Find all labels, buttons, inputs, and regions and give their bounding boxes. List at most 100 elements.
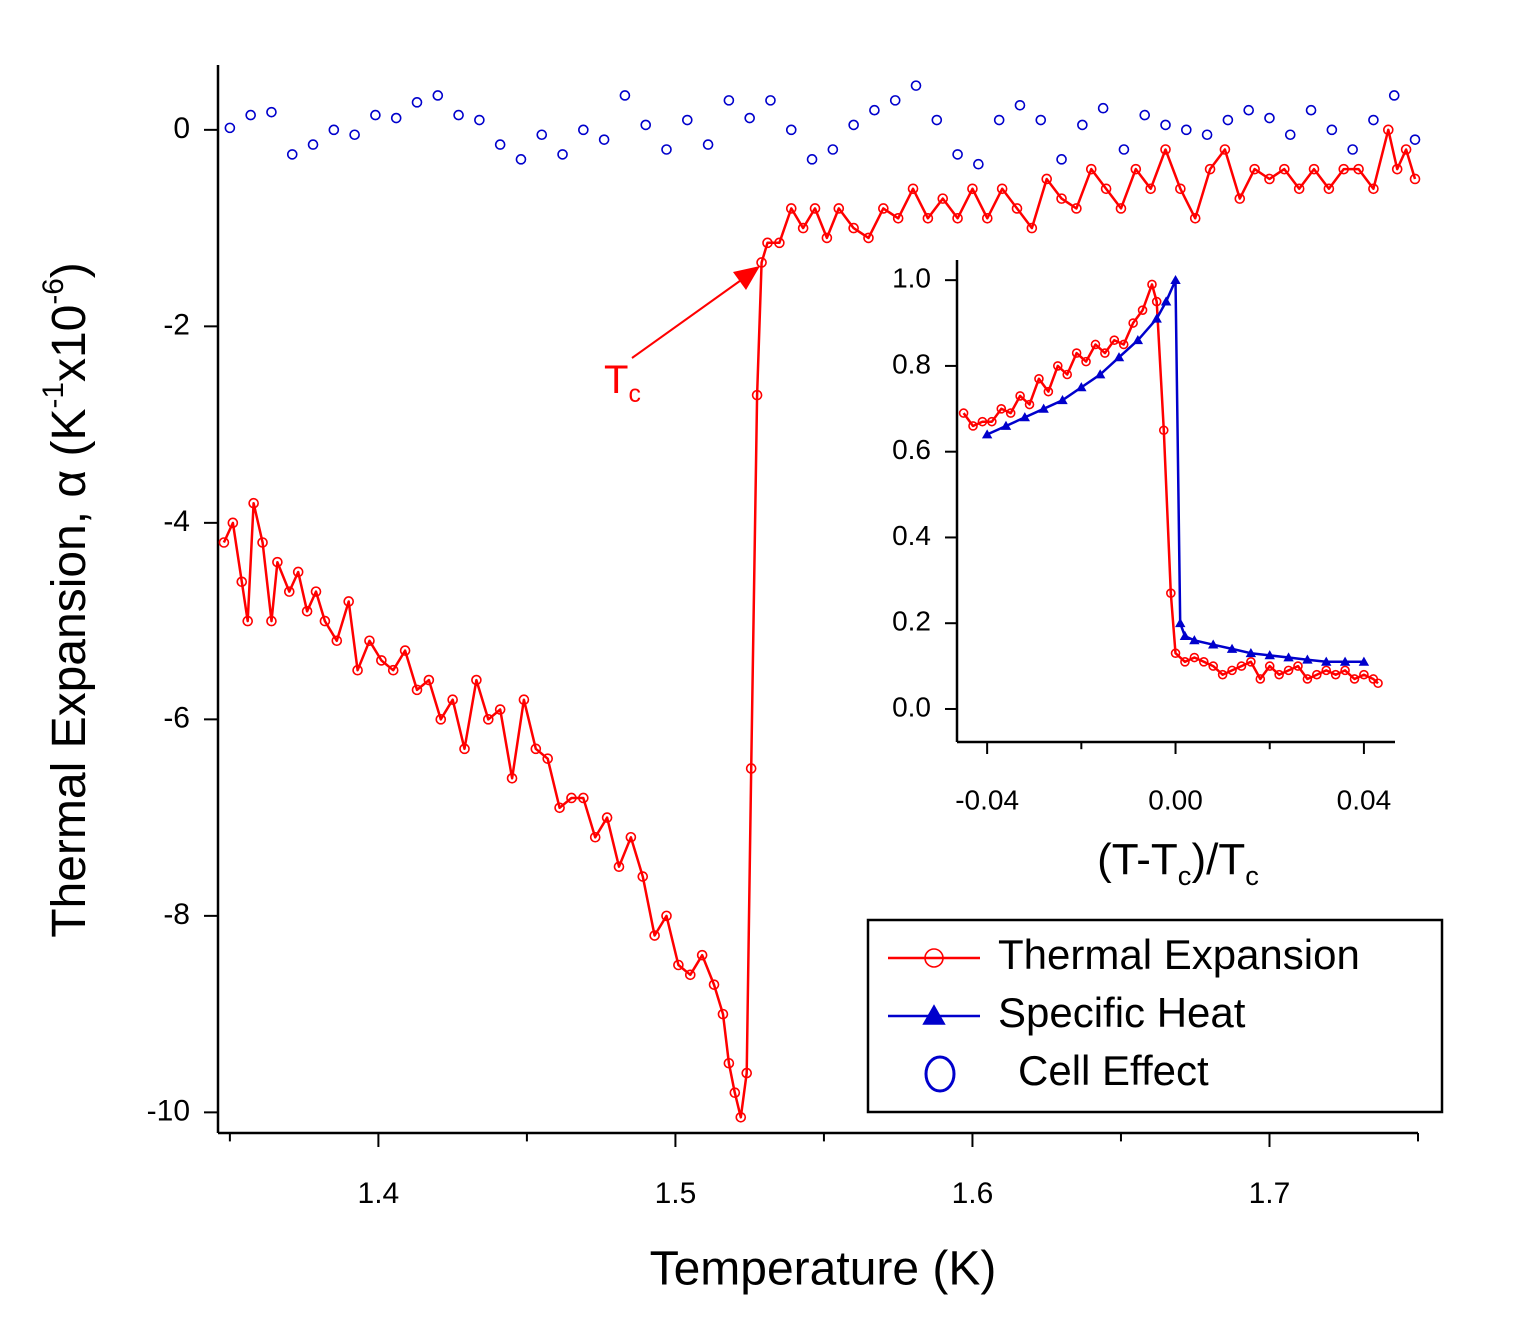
circle-marker	[1201, 129, 1213, 141]
triangle-marker	[1160, 296, 1172, 306]
circle-marker	[889, 95, 901, 106]
circle-marker	[1217, 669, 1228, 680]
circle-marker	[245, 109, 256, 121]
circle-marker	[696, 949, 708, 961]
circle-marker	[1056, 193, 1067, 204]
circle-marker	[1249, 163, 1260, 175]
circle-marker	[1330, 669, 1341, 680]
y-axis-title: Thermal Expansion, α (K-1x10-6)	[37, 262, 95, 938]
circle-marker	[968, 421, 978, 431]
circle-marker	[967, 183, 978, 195]
circle-marker	[637, 871, 649, 882]
circle-marker	[1026, 222, 1038, 234]
circle-marker	[459, 743, 470, 755]
circle-marker	[1340, 665, 1350, 676]
y-axis-title-part: Thermal Expansion, α (K	[43, 408, 96, 937]
triangle-marker	[1339, 656, 1351, 666]
circle-marker	[625, 831, 637, 843]
x-tick-label: 1.6	[952, 1177, 994, 1210]
circle-marker	[1024, 399, 1035, 410]
triangle-marker	[1245, 648, 1257, 658]
circle-marker	[227, 517, 239, 529]
circle-marker	[1283, 665, 1294, 676]
circle-marker	[640, 119, 652, 131]
circle-marker	[765, 95, 776, 106]
circle-marker	[723, 95, 735, 106]
x-tick-label: -0.04	[955, 784, 1019, 815]
circle-marker	[423, 674, 435, 686]
circle-marker	[756, 257, 767, 268]
circle-marker	[1189, 652, 1200, 663]
triangle-marker	[1321, 656, 1332, 666]
circle-marker	[1284, 129, 1296, 141]
circle-marker	[1400, 144, 1412, 155]
circle-marker	[785, 203, 797, 214]
annotation-part: c	[628, 381, 640, 408]
circle-marker	[863, 232, 874, 244]
circle-marker	[682, 114, 693, 126]
circle-marker	[744, 112, 755, 124]
circle-marker	[328, 124, 340, 136]
circle-marker	[619, 90, 631, 101]
circle-marker	[952, 149, 963, 160]
circle-marker	[1015, 391, 1025, 401]
series-line	[962, 283, 1379, 685]
triangle-marker	[1264, 650, 1275, 660]
circle-marker	[1326, 124, 1338, 136]
circle-marker	[1180, 657, 1190, 667]
y-tick-label: -2	[163, 308, 190, 341]
circle-marker	[907, 183, 919, 195]
y-tick-label: -6	[163, 701, 190, 734]
circle-marker	[471, 674, 482, 686]
circle-marker	[1264, 173, 1275, 185]
x-axis-title: Temperature (K)	[650, 1243, 997, 1296]
circle-marker	[536, 129, 548, 141]
circle-marker	[1236, 661, 1247, 671]
y-tick-label: 0	[173, 112, 190, 145]
circle-marker	[1043, 386, 1054, 397]
y-tick-label: 0.0	[892, 691, 931, 722]
circle-marker	[292, 566, 304, 578]
triangle-marker	[1151, 313, 1162, 323]
circle-marker	[1170, 648, 1181, 659]
circle-marker	[1208, 661, 1219, 671]
circle-marker	[387, 664, 399, 676]
circle-marker	[1145, 183, 1156, 195]
circle-marker	[973, 158, 984, 170]
circle-marker	[1353, 163, 1364, 175]
circle-marker	[1118, 339, 1129, 350]
circle-marker	[1147, 279, 1157, 290]
circle-marker	[1293, 661, 1303, 671]
series-line	[986, 278, 1364, 664]
circle-marker	[349, 129, 360, 141]
circle-marker	[821, 232, 833, 244]
circle-marker	[1081, 356, 1091, 367]
circle-marker	[432, 90, 444, 101]
circle-marker	[482, 714, 494, 725]
circle-marker	[1005, 408, 1016, 418]
circle-marker	[310, 586, 322, 597]
circle-marker	[1279, 163, 1290, 175]
y-tick-label: 0.2	[892, 606, 931, 637]
circle-marker	[1234, 193, 1246, 204]
circle-marker	[578, 124, 589, 136]
circle-marker	[1071, 348, 1082, 358]
legend-label: Specific Heat	[998, 989, 1246, 1036]
circle-marker	[1034, 373, 1044, 384]
annotation-arrow	[631, 277, 745, 359]
triangle-marker	[1057, 395, 1068, 405]
circle-marker	[307, 139, 319, 150]
circle-marker	[987, 416, 997, 427]
circle-marker	[1181, 124, 1192, 136]
circle-marker	[352, 664, 363, 676]
circle-marker	[1035, 114, 1047, 126]
circle-marker	[1347, 144, 1358, 155]
circle-marker	[613, 861, 625, 873]
y-axis-title-part: -1	[37, 382, 70, 408]
circle-marker	[566, 792, 577, 804]
circle-marker	[554, 802, 565, 814]
circle-marker	[649, 930, 660, 941]
circle-marker	[1014, 99, 1026, 111]
circle-marker	[494, 139, 506, 150]
